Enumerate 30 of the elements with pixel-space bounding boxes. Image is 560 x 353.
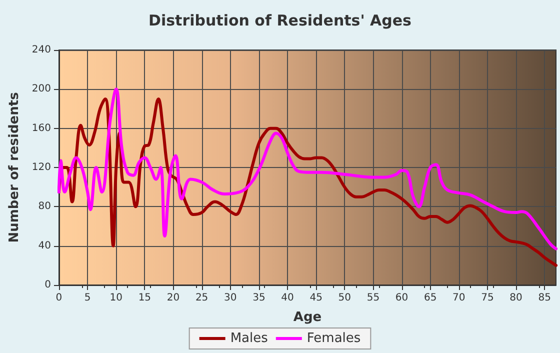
chart-title: Distribution of Residents' Ages — [148, 12, 412, 30]
legend-label: Males — [230, 331, 268, 346]
x-tick-label: 35 — [252, 292, 266, 304]
y-tick-label: 200 — [32, 84, 51, 95]
x-tick-label: 50 — [338, 292, 351, 304]
x-tick-label: 25 — [195, 292, 208, 304]
x-tick-label: 5 — [84, 292, 91, 304]
x-tick-label: 10 — [110, 292, 122, 304]
x-tick-label: 20 — [166, 292, 180, 304]
x-tick-label: 85 — [538, 292, 551, 304]
x-axis-title: Age — [293, 310, 322, 325]
x-tick-label: 15 — [138, 292, 152, 304]
y-tick-label: 80 — [38, 201, 51, 212]
y-tick-label: 240 — [32, 44, 51, 56]
y-tick-label: 120 — [32, 162, 51, 173]
y-tick-label: 0 — [44, 280, 51, 290]
y-tick-label: 160 — [32, 122, 51, 134]
x-tick-label: 70 — [452, 292, 466, 304]
x-tick-label: 40 — [281, 292, 294, 304]
y-axis-title: Number of residents — [7, 92, 22, 243]
x-tick-label: 80 — [510, 292, 522, 304]
legend-label: Females — [306, 331, 361, 346]
x-tick-label: 75 — [481, 292, 494, 304]
x-tick-label: 65 — [424, 292, 437, 304]
x-tick-label: 30 — [224, 292, 237, 304]
x-tick-label: 60 — [395, 292, 408, 304]
x-tick-label: 0 — [56, 292, 62, 304]
x-tick-label: 55 — [366, 292, 380, 304]
y-tick-label: 40 — [38, 240, 51, 252]
x-tick-label: 45 — [310, 292, 322, 304]
